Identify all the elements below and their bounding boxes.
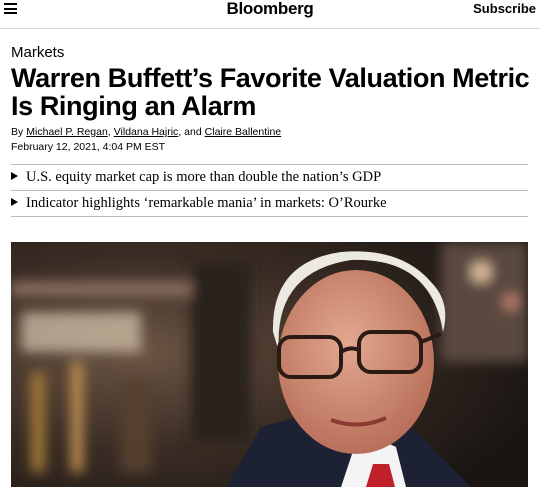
publish-date: February 12, 2021, 4:04 PM EST bbox=[11, 141, 166, 153]
byline-separator: , bbox=[107, 126, 111, 138]
byline-prefix: By bbox=[11, 126, 24, 138]
mouth bbox=[330, 416, 387, 427]
summary-text: U.S. equity market cap is more than doub… bbox=[26, 169, 382, 185]
blurred-shelves bbox=[11, 242, 528, 472]
menu-button[interactable] bbox=[4, 3, 17, 14]
author-link[interactable]: Claire Ballentine bbox=[204, 126, 282, 138]
author-link[interactable]: Michael P. Regan bbox=[26, 126, 108, 138]
logo[interactable]: Bloomberg bbox=[226, 0, 314, 18]
bullet-icon bbox=[11, 198, 18, 206]
glasses bbox=[277, 330, 442, 379]
category[interactable]: Markets bbox=[11, 44, 65, 61]
bullet-icon bbox=[11, 172, 18, 180]
headline: Warren Buffett’s Favorite Valuation Metr… bbox=[11, 63, 530, 121]
byline: By Michael P. Regan, Vildana Hajric, and Cl… bbox=[11, 126, 281, 138]
summary-item: Indicator highlights ‘remarkable mania’ … bbox=[11, 191, 528, 217]
summary-list: U.S. equity market cap is more than doub… bbox=[11, 164, 528, 217]
top-bar: Bloomberg Subscribe bbox=[0, 0, 540, 29]
summary-item: U.S. equity market cap is more than doub… bbox=[11, 165, 528, 191]
face bbox=[278, 270, 434, 454]
byline-separator: , and bbox=[178, 126, 202, 138]
subscribe-link[interactable]: Subscribe bbox=[473, 1, 536, 16]
author-link[interactable]: Vildana Hajric bbox=[113, 126, 179, 138]
tie bbox=[366, 464, 395, 487]
hero-photo bbox=[11, 242, 528, 487]
summary-text: Indicator highlights ‘remarkable mania’ … bbox=[26, 195, 387, 211]
